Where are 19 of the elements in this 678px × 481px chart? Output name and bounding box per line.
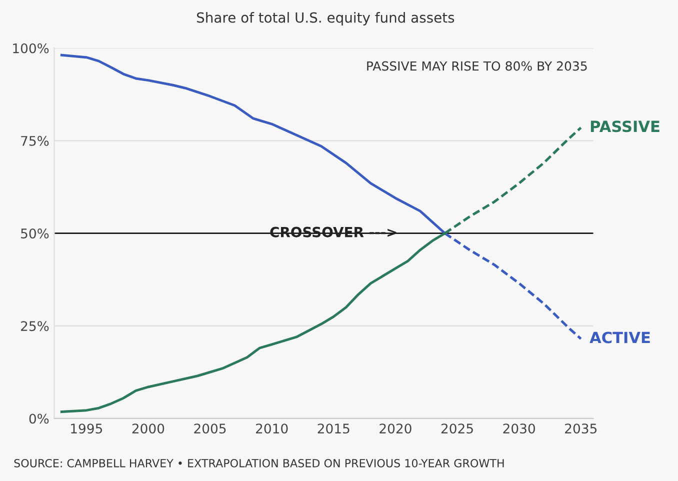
x-tick-label: 1995 [71,424,102,434]
x-tick-label: 2025 [441,424,473,434]
series-label: ACTIVE [590,332,650,344]
y-tick-label: 0% [29,414,49,424]
x-tick-label: 2020 [380,424,412,434]
annotation: PASSIVE MAY RISE TO 80% BY 2035 [367,61,587,71]
chart-title: Share of total U.S. equity fund assets [196,12,454,26]
series-label: PASSIVE [590,120,660,132]
x-tick-label: 2000 [132,424,164,434]
y-tick-label: 100% [13,43,49,54]
x-tick-label: 2005 [194,424,226,434]
y-tick-label: 25% [21,321,49,332]
x-tick-label: 2035 [565,424,597,434]
x-tick-label: 2015 [318,424,350,434]
x-tick-label: 2030 [503,424,535,434]
source-note: SOURCE: CAMPBELL HARVEY • EXTRAPOLATION BASED ON PREVIOUS 10-YEAR GROWTH [14,458,504,468]
y-tick-label: 75% [21,136,49,146]
x-tick-label: 2010 [256,424,288,434]
y-tick-label: 50% [21,228,49,238]
